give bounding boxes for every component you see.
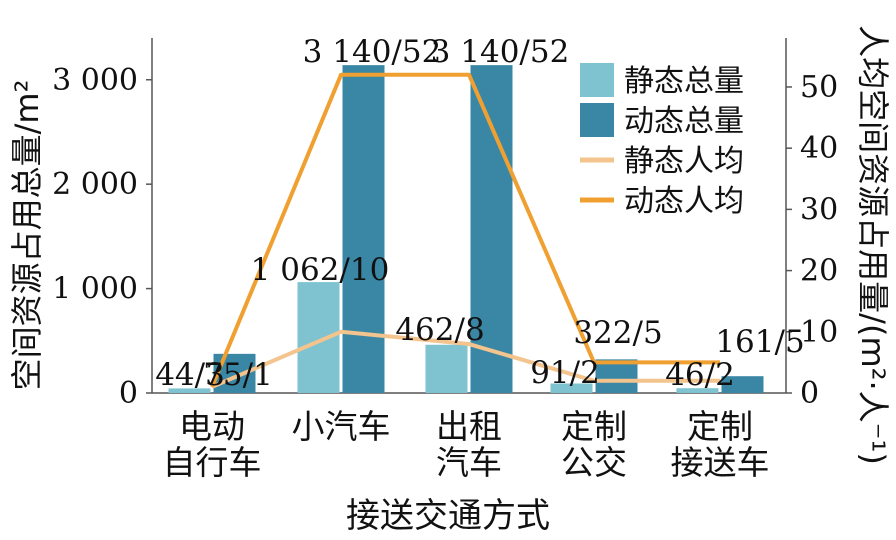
- data-label: 3 140/52: [431, 34, 570, 70]
- legend-swatch: [580, 63, 614, 97]
- right-y-tick-label: 40: [800, 131, 838, 166]
- data-label: 1 062/10: [251, 252, 390, 288]
- bar-dynamic: [470, 65, 513, 393]
- x-tick-label: 接送车: [671, 443, 770, 482]
- x-tick-label: 汽车: [436, 443, 502, 482]
- left-y-tick-label: 1 000: [52, 272, 138, 307]
- right-y-axis-title: 人均空间资源占用量/(m²·人⁻¹): [854, 25, 892, 465]
- x-tick-label: 定制: [687, 407, 753, 446]
- x-tick-label: 公交: [561, 443, 627, 482]
- data-label: 3 140/52: [303, 34, 442, 70]
- bar-dynamic: [595, 359, 638, 393]
- bar-static: [297, 282, 340, 393]
- data-label: 44/3: [155, 357, 225, 393]
- x-tick-label: 出租: [436, 407, 502, 446]
- right-y-tick-label: 50: [800, 70, 838, 105]
- bar-static: [676, 388, 719, 393]
- x-axis-title: 接送交通方式: [346, 496, 550, 536]
- right-y-tick-label: 0: [800, 376, 819, 411]
- line-dynamic-per-capita: [210, 72, 720, 388]
- legend-label: 静态总量: [624, 64, 744, 99]
- data-label: 322/5: [573, 315, 662, 351]
- bar-static: [168, 388, 211, 393]
- x-tick-label: 小汽车: [292, 407, 391, 446]
- left-y-tick-label: 2 000: [52, 167, 138, 202]
- left-y-axis-title: 空间资源占用总量/m²: [8, 80, 46, 391]
- legend-label: 静态人均: [624, 144, 744, 179]
- legend-label: 动态人均: [624, 184, 744, 219]
- left-y-tick-label: 0: [119, 376, 138, 411]
- legend-swatch: [580, 103, 614, 137]
- left-y-tick-label: 3 000: [52, 63, 138, 98]
- data-label: 462/8: [395, 312, 484, 348]
- data-label: 46/2: [665, 357, 735, 393]
- right-y-tick-label: 10: [800, 315, 838, 350]
- data-label: 161/5: [715, 324, 804, 360]
- data-label: 91/2: [530, 355, 600, 391]
- right-y-tick-label: 30: [800, 192, 838, 227]
- bar-dynamic: [721, 376, 764, 393]
- x-tick-label: 自行车: [163, 443, 262, 482]
- bar-static: [425, 344, 468, 393]
- x-tick-label: 电动: [179, 407, 245, 446]
- right-y-tick-label: 20: [800, 254, 838, 289]
- legend-label: 动态总量: [624, 104, 744, 139]
- x-tick-label: 定制: [561, 407, 627, 446]
- bar-dynamic: [342, 65, 385, 393]
- line-static-per-capita: [211, 329, 720, 389]
- bar-static: [550, 383, 593, 393]
- data-label: 75/1: [203, 357, 273, 393]
